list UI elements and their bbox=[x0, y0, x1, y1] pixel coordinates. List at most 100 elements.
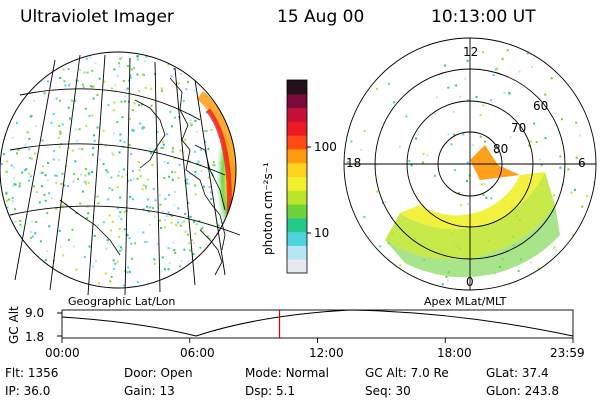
noise-pixel bbox=[145, 187, 148, 190]
noise-pixel bbox=[173, 204, 176, 207]
colorbar-segment bbox=[287, 245, 307, 260]
noise-pixel bbox=[467, 202, 469, 205]
noise-pixel bbox=[113, 68, 116, 71]
noise-pixel bbox=[103, 80, 106, 83]
altitude-plot bbox=[57, 309, 574, 343]
noise-pixel bbox=[447, 86, 450, 89]
noise-pixel bbox=[561, 118, 563, 121]
noise-pixel bbox=[363, 216, 366, 218]
noise-pixel bbox=[85, 182, 88, 185]
noise-pixel bbox=[129, 179, 132, 182]
noise-pixel bbox=[206, 235, 209, 238]
noise-pixel bbox=[85, 167, 87, 170]
noise-pixel bbox=[154, 199, 157, 202]
noise-pixel bbox=[131, 128, 134, 131]
noise-pixel bbox=[61, 204, 64, 207]
noise-pixel bbox=[44, 199, 47, 202]
noise-pixel bbox=[33, 99, 35, 102]
noise-pixel bbox=[92, 85, 95, 88]
noise-pixel bbox=[121, 248, 123, 251]
noise-pixel bbox=[480, 183, 483, 186]
noise-pixel bbox=[24, 143, 27, 146]
noise-pixel bbox=[87, 173, 90, 176]
noise-pixel bbox=[210, 198, 213, 201]
noise-pixel bbox=[571, 233, 574, 236]
noise-pixel bbox=[48, 192, 51, 195]
status-dsp: Dsp: 5.1 bbox=[245, 384, 296, 398]
noise-pixel bbox=[0, 163, 3, 166]
noise-pixel bbox=[573, 188, 576, 191]
noise-pixel bbox=[62, 68, 65, 71]
colorbar-segment bbox=[287, 93, 307, 109]
noise-pixel bbox=[575, 156, 578, 159]
noise-pixel bbox=[29, 175, 32, 178]
noise-pixel bbox=[215, 222, 218, 225]
noise-pixel bbox=[537, 267, 540, 270]
noise-pixel bbox=[160, 227, 163, 229]
noise-pixel bbox=[129, 76, 132, 79]
noise-pixel bbox=[533, 122, 536, 125]
noise-pixel bbox=[97, 195, 100, 198]
noise-pixel bbox=[453, 169, 456, 172]
noise-pixel bbox=[16, 152, 18, 155]
noise-pixel bbox=[168, 194, 171, 196]
noise-pixel bbox=[51, 265, 54, 268]
noise-pixel bbox=[199, 246, 202, 249]
noise-pixel bbox=[142, 126, 145, 129]
noise-pixel bbox=[83, 71, 86, 74]
noise-pixel bbox=[92, 97, 95, 100]
noise-pixel bbox=[195, 223, 198, 226]
noise-pixel bbox=[116, 186, 119, 189]
noise-pixel bbox=[179, 224, 182, 227]
noise-pixel bbox=[126, 65, 129, 68]
noise-pixel bbox=[85, 124, 88, 127]
noise-pixel bbox=[68, 84, 70, 87]
noise-pixel bbox=[19, 223, 22, 226]
noise-pixel bbox=[559, 166, 562, 169]
noise-pixel bbox=[483, 182, 486, 185]
noise-pixel bbox=[106, 171, 109, 174]
noise-pixel bbox=[102, 129, 105, 132]
noise-pixel bbox=[91, 171, 94, 173]
noise-pixel bbox=[194, 173, 197, 176]
noise-pixel bbox=[59, 132, 62, 135]
noise-pixel bbox=[156, 130, 159, 133]
noise-pixel bbox=[185, 88, 188, 91]
noise-pixel bbox=[146, 198, 149, 201]
noise-pixel bbox=[92, 265, 94, 268]
noise-pixel bbox=[30, 231, 32, 233]
noise-pixel bbox=[187, 233, 189, 236]
noise-pixel bbox=[479, 114, 482, 117]
noise-pixel bbox=[118, 235, 121, 238]
noise-pixel bbox=[436, 96, 438, 99]
noise-pixel bbox=[120, 56, 123, 59]
noise-pixel bbox=[202, 230, 205, 233]
noise-pixel bbox=[177, 207, 180, 210]
noise-pixel bbox=[84, 174, 87, 177]
noise-pixel bbox=[141, 188, 144, 191]
right-panel-caption: Apex MLat/MLT bbox=[424, 295, 507, 308]
colorbar-unit-label: photon cm⁻²s⁻¹ bbox=[261, 162, 275, 255]
noise-pixel bbox=[459, 204, 462, 207]
noise-pixel bbox=[21, 171, 24, 174]
noise-pixel bbox=[109, 280, 112, 283]
noise-pixel bbox=[137, 55, 139, 58]
noise-pixel bbox=[189, 249, 192, 252]
noise-pixel bbox=[14, 220, 17, 223]
noise-pixel bbox=[43, 92, 46, 95]
noise-pixel bbox=[455, 84, 458, 87]
noise-pixel bbox=[187, 81, 189, 84]
noise-pixel bbox=[553, 246, 556, 249]
noise-pixel bbox=[501, 57, 504, 60]
noise-pixel bbox=[133, 102, 136, 105]
noise-pixel bbox=[535, 141, 538, 144]
noise-pixel bbox=[125, 89, 128, 91]
noise-pixel bbox=[145, 55, 148, 58]
noise-pixel bbox=[184, 212, 187, 215]
noise-pixel bbox=[86, 217, 89, 219]
noise-pixel bbox=[138, 169, 141, 172]
noise-pixel bbox=[130, 242, 133, 245]
noise-pixel bbox=[81, 83, 84, 86]
noise-pixel bbox=[42, 165, 45, 168]
noise-pixel bbox=[28, 148, 31, 151]
